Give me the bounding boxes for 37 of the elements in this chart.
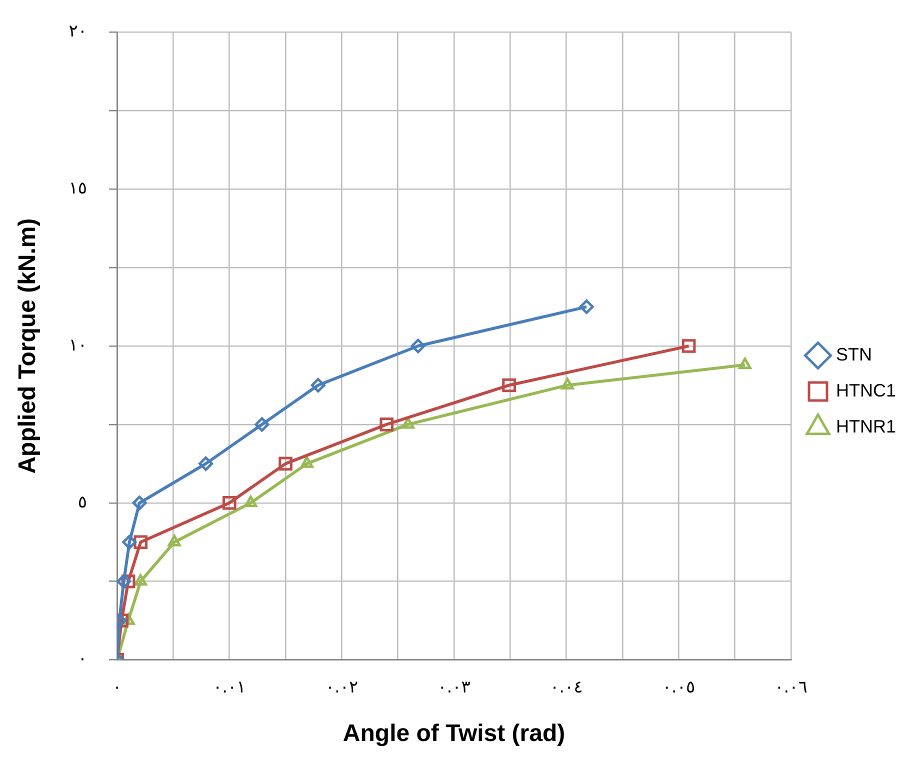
point: [134, 574, 148, 586]
y-axis-title: Applied Torque (kN.m): [14, 218, 42, 474]
y-tick-label: ٢٠: [68, 22, 88, 42]
legend-label: STN: [836, 344, 872, 364]
x-tick-label: ٠.٠٣: [438, 677, 470, 698]
point: [222, 496, 236, 510]
point: [198, 456, 214, 471]
x-axis-title: Angle of Twist (rad): [342, 720, 566, 748]
y-tick-label: ١٠: [68, 335, 88, 356]
point: [244, 496, 258, 508]
point: [380, 418, 394, 432]
x-tick-label: ٠.٠٤: [550, 677, 583, 698]
y-tick-label: ٠: [78, 649, 88, 670]
x-tick-label: ٠.٠٢: [325, 677, 358, 698]
x-tick-label: ٠: [112, 677, 122, 698]
point: [278, 456, 292, 471]
x-tick-label: ٠.٠٥: [662, 677, 696, 698]
point: [561, 378, 574, 390]
point: [117, 574, 132, 589]
point: [300, 456, 314, 468]
point: [579, 300, 594, 314]
point: [310, 378, 326, 392]
point: [132, 496, 147, 510]
point: [682, 339, 696, 353]
point: [738, 358, 752, 370]
point: [502, 378, 516, 392]
legend-label: HTNR1: [836, 416, 896, 436]
y-tick-label: ١٥: [68, 178, 88, 199]
point: [410, 338, 426, 354]
point: [122, 534, 137, 550]
y-tick-label: ٥: [78, 492, 88, 512]
legend-label: HTNC1: [836, 380, 896, 400]
x-tick-label: ٠.٠٦: [774, 677, 808, 698]
point: [168, 534, 181, 546]
point: [402, 417, 414, 429]
x-tick-label: ٠.٠١: [212, 677, 246, 698]
point: [254, 417, 270, 432]
